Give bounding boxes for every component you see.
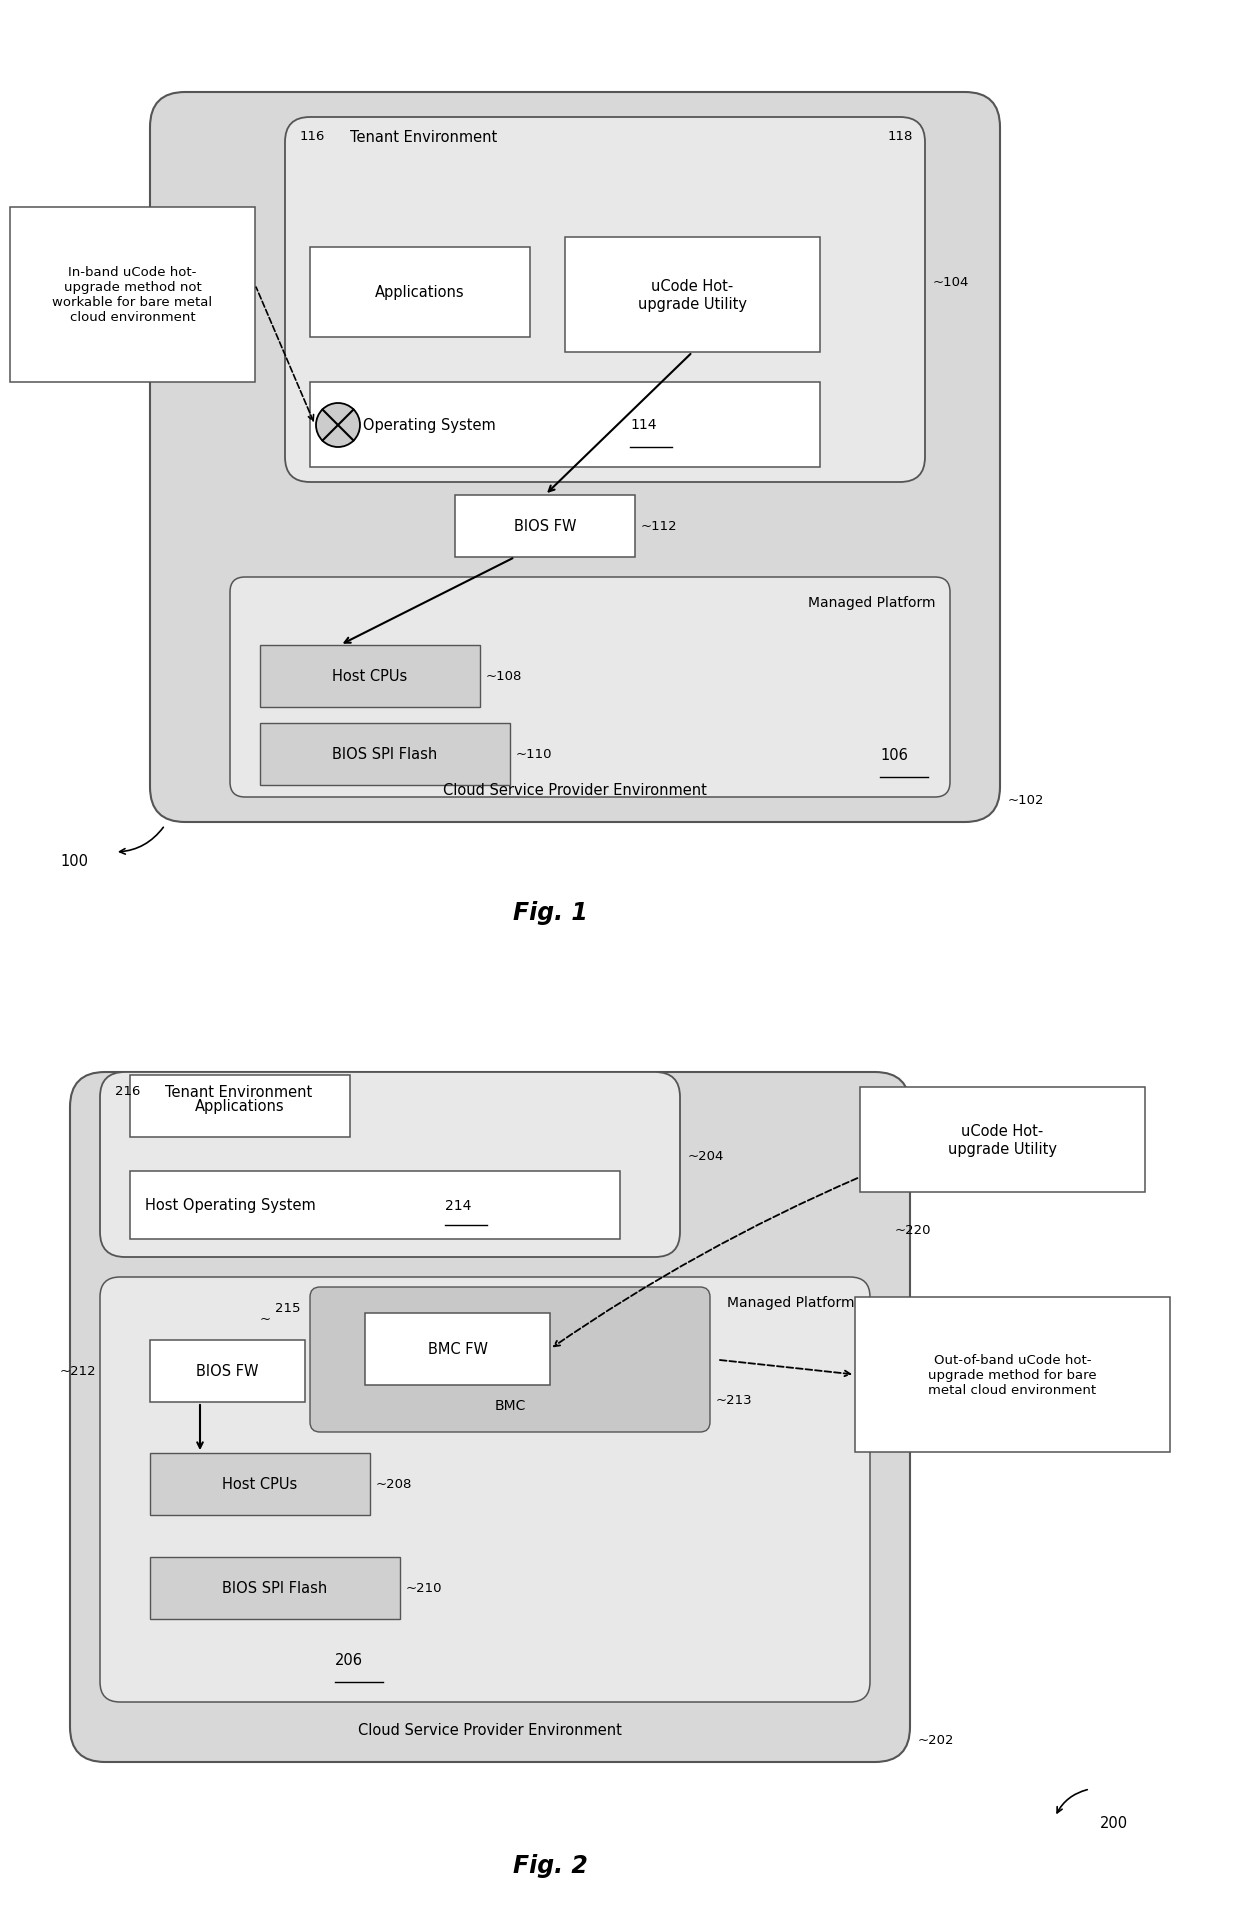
FancyBboxPatch shape [856, 1297, 1171, 1453]
Text: ~110: ~110 [516, 748, 553, 761]
Circle shape [316, 404, 360, 448]
Text: 206: 206 [335, 1653, 363, 1667]
FancyBboxPatch shape [69, 1072, 910, 1762]
Text: Host Operating System: Host Operating System [325, 418, 496, 433]
FancyBboxPatch shape [365, 1314, 551, 1384]
FancyBboxPatch shape [455, 496, 635, 557]
Text: Managed Platform: Managed Platform [807, 595, 935, 610]
FancyBboxPatch shape [150, 1341, 305, 1402]
FancyBboxPatch shape [229, 578, 950, 797]
FancyBboxPatch shape [260, 723, 510, 786]
Text: Applications: Applications [195, 1098, 285, 1114]
Text: BMC: BMC [495, 1398, 526, 1413]
Text: ~104: ~104 [932, 277, 970, 288]
FancyBboxPatch shape [150, 1453, 370, 1516]
FancyBboxPatch shape [285, 118, 925, 482]
Text: ~102: ~102 [1008, 793, 1044, 807]
Text: 114: 114 [630, 418, 656, 433]
Text: Host CPUs: Host CPUs [222, 1476, 298, 1491]
FancyBboxPatch shape [260, 646, 480, 707]
Text: uCode Hot-
upgrade Utility: uCode Hot- upgrade Utility [949, 1123, 1056, 1156]
Text: BMC FW: BMC FW [428, 1343, 487, 1356]
Text: ~213: ~213 [715, 1394, 753, 1407]
Text: Fig. 2: Fig. 2 [512, 1854, 588, 1876]
Text: 216: 216 [115, 1085, 140, 1097]
Text: 118: 118 [888, 130, 913, 143]
Text: ~108: ~108 [486, 669, 522, 683]
Text: Host CPUs: Host CPUs [332, 669, 408, 685]
FancyBboxPatch shape [861, 1087, 1145, 1192]
Text: Tenant Environment: Tenant Environment [165, 1085, 312, 1100]
FancyBboxPatch shape [150, 1558, 401, 1619]
Text: 106: 106 [880, 748, 908, 763]
Text: BIOS FW: BIOS FW [196, 1364, 259, 1379]
FancyBboxPatch shape [130, 1171, 620, 1240]
Text: ~210: ~210 [405, 1581, 443, 1594]
Text: Managed Platform: Managed Platform [728, 1295, 856, 1310]
Text: Tenant Environment: Tenant Environment [350, 130, 497, 145]
Text: BIOS SPI Flash: BIOS SPI Flash [222, 1581, 327, 1596]
Text: Cloud Service Provider Environment: Cloud Service Provider Environment [358, 1722, 622, 1737]
Text: ~204: ~204 [688, 1150, 724, 1161]
Text: ~112: ~112 [641, 521, 677, 534]
Text: Applications: Applications [376, 286, 465, 299]
Text: Cloud Service Provider Environment: Cloud Service Provider Environment [443, 782, 707, 797]
Text: ~208: ~208 [376, 1478, 413, 1491]
FancyBboxPatch shape [130, 1076, 350, 1137]
Text: 200: 200 [1100, 1815, 1128, 1831]
Text: uCode Hot-
upgrade Utility: uCode Hot- upgrade Utility [639, 278, 746, 311]
Text: ~220: ~220 [895, 1224, 931, 1238]
Text: 100: 100 [60, 854, 88, 868]
Text: BIOS SPI Flash: BIOS SPI Flash [332, 748, 438, 763]
FancyBboxPatch shape [310, 1287, 711, 1432]
Text: Host Operating System: Host Operating System [145, 1198, 316, 1213]
Text: In-band uCode hot-
upgrade method not
workable for bare metal
cloud environment: In-band uCode hot- upgrade method not wo… [52, 267, 212, 324]
Text: 214: 214 [445, 1198, 471, 1213]
Text: ~: ~ [260, 1312, 272, 1325]
FancyBboxPatch shape [100, 1278, 870, 1703]
Text: ~212: ~212 [60, 1365, 97, 1377]
Text: Fig. 1: Fig. 1 [512, 900, 588, 925]
FancyBboxPatch shape [565, 238, 820, 353]
Text: 215: 215 [275, 1302, 300, 1314]
FancyBboxPatch shape [310, 248, 529, 338]
FancyBboxPatch shape [10, 208, 255, 383]
FancyBboxPatch shape [150, 93, 999, 822]
Text: Out-of-band uCode hot-
upgrade method for bare
metal cloud environment: Out-of-band uCode hot- upgrade method fo… [929, 1354, 1097, 1396]
FancyBboxPatch shape [310, 383, 820, 467]
Text: ~202: ~202 [918, 1733, 955, 1747]
FancyBboxPatch shape [100, 1072, 680, 1257]
Text: 116: 116 [300, 130, 325, 143]
Text: BIOS FW: BIOS FW [513, 519, 577, 534]
